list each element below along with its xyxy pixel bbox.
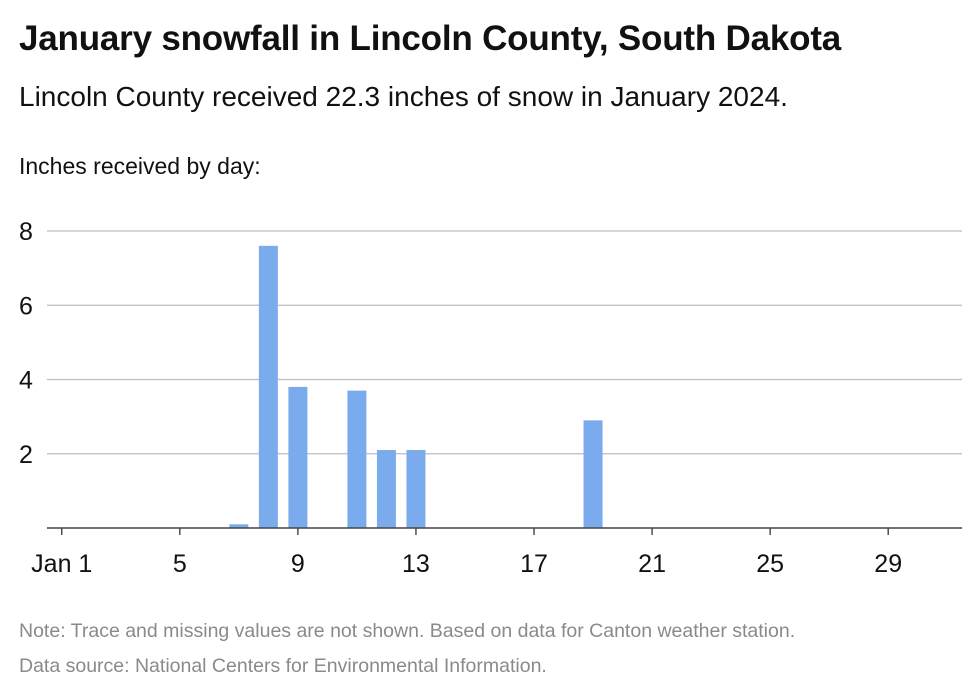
- x-axis: [47, 527, 962, 535]
- x-tick-label: 21: [638, 550, 666, 578]
- chart-note: Note: Trace and missing values are not s…: [19, 620, 796, 642]
- bar: [258, 245, 278, 528]
- x-tick-label: 29: [874, 550, 902, 578]
- chart-source: Data source: National Centers for Enviro…: [19, 655, 547, 677]
- y-tick-label: 2: [19, 441, 33, 469]
- x-tick-labels: Jan 1 5 9 13 17 21 25 29: [31, 550, 902, 578]
- x-tick-label: 13: [402, 550, 430, 578]
- x-tick-label: 17: [520, 550, 548, 578]
- y-tick-label: 8: [19, 218, 33, 246]
- bar: [406, 450, 426, 528]
- chart-subtitle: Lincoln County received 22.3 inches of s…: [19, 81, 788, 112]
- gridlines: [47, 230, 962, 455]
- y-tick-label: 6: [19, 292, 33, 320]
- x-tick-label: 9: [291, 550, 305, 578]
- bars: [229, 245, 603, 528]
- chart-title: January snowfall in Lincoln County, Sout…: [19, 19, 842, 58]
- bar: [229, 524, 249, 528]
- y-tick-labels: 2 4 6 8: [19, 218, 33, 469]
- x-tick-label: 5: [173, 550, 187, 578]
- bar: [583, 420, 603, 528]
- bar: [347, 390, 367, 528]
- x-tick-label: 25: [756, 550, 784, 578]
- y-tick-label: 4: [19, 367, 33, 395]
- x-tick-label: Jan 1: [31, 550, 92, 578]
- bar: [376, 450, 396, 528]
- y-axis-label: Inches received by day:: [19, 153, 261, 179]
- bar: [288, 386, 308, 528]
